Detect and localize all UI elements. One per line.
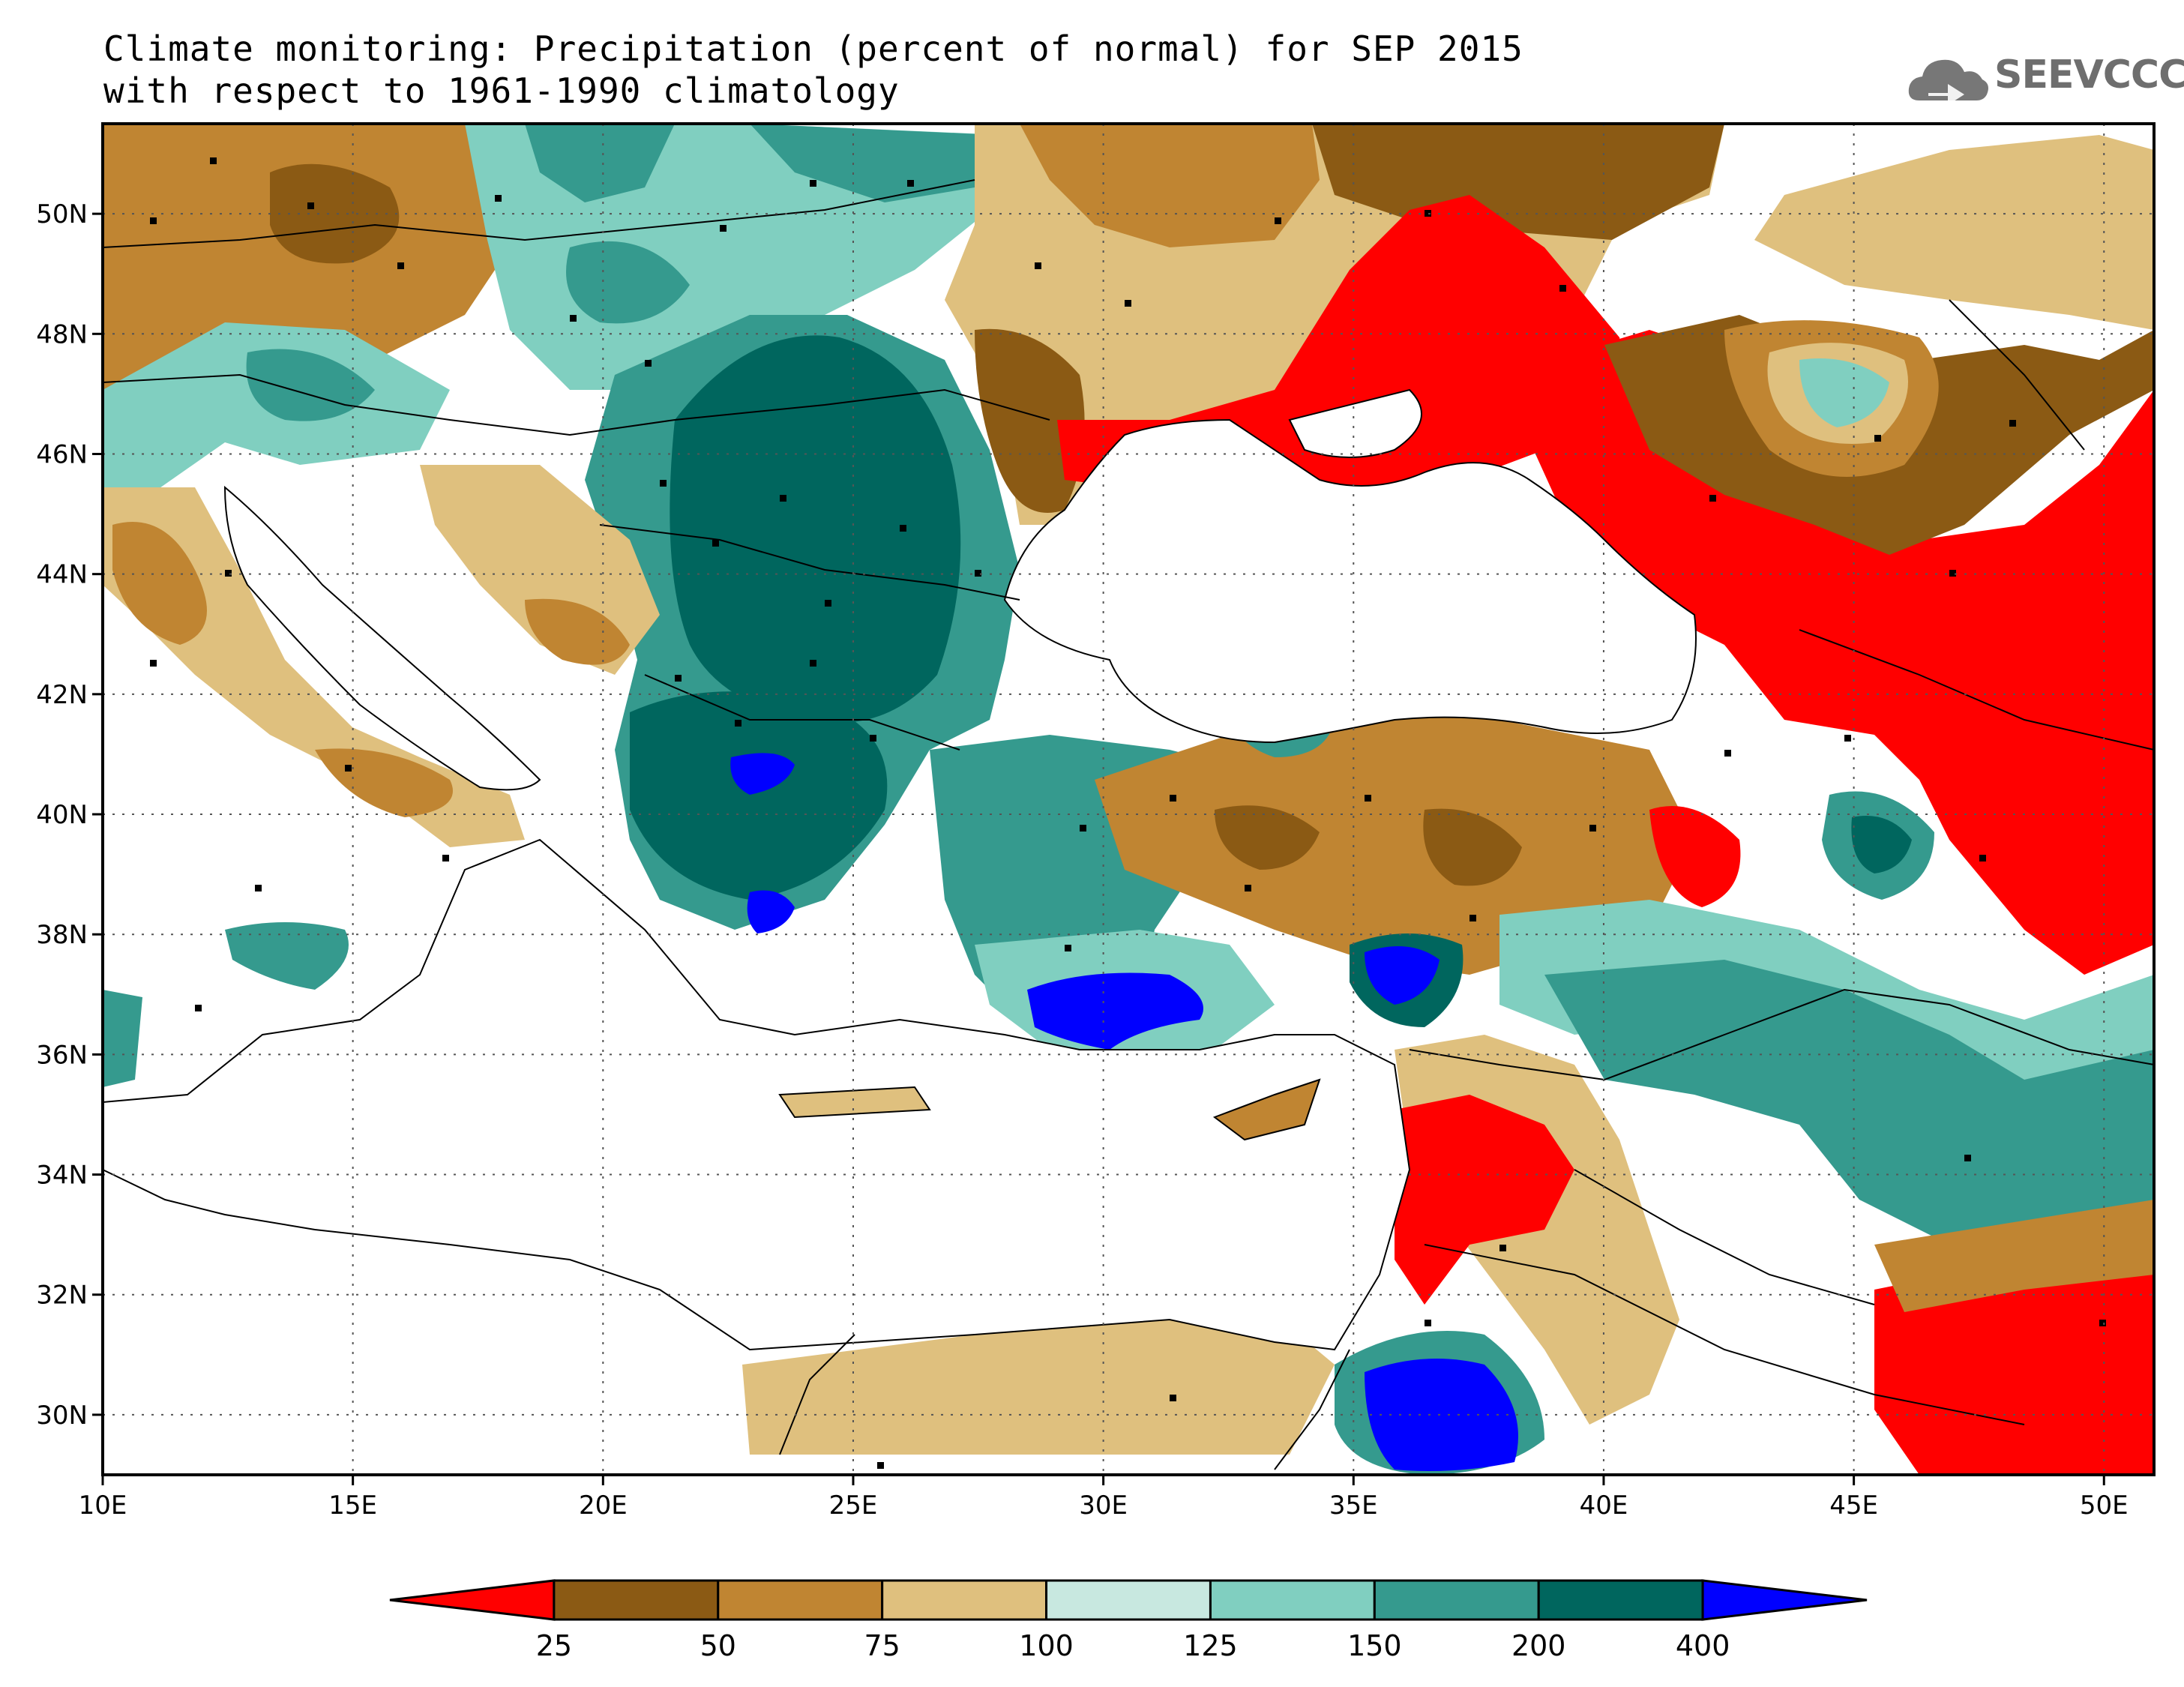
region-iran-south-extreme-dry <box>1874 1260 2154 1475</box>
region-turkey-south-extreme-wet <box>1027 972 1203 1050</box>
map-frame <box>101 122 2156 1476</box>
colorbar-swatch <box>881 1579 1048 1621</box>
black-sea <box>1003 418 1697 744</box>
crete-island <box>778 1086 931 1119</box>
region-egypt-normal <box>742 1320 1335 1455</box>
lon-tick-label: 15E <box>328 1491 377 1521</box>
colorbar-label: 50 <box>700 1629 736 1662</box>
region-czech-very-dry <box>270 163 400 264</box>
lon-tick-label: 10E <box>79 1491 127 1521</box>
axis-ticks: 10E 15E 20E 25E 30E 35E 40E 45E 50E 30N 32N 34N 36N 3… <box>36 199 2128 1521</box>
sea-of-azov <box>1288 388 1422 458</box>
colorbar-label: 200 <box>1511 1629 1566 1662</box>
chart-title-line-1: Climate monitoring: Precipitation (perce… <box>103 28 1523 69</box>
lat-tick-label: 32N <box>36 1281 88 1311</box>
colorbar-label: 75 <box>864 1629 900 1662</box>
colorbar-label: 25 <box>536 1629 572 1662</box>
colorbar-swatch <box>1537 1579 1704 1621</box>
lat-tick-label: 50N <box>36 199 88 229</box>
lat-tick-label: 48N <box>36 319 88 349</box>
lon-tick-label: 40E <box>1580 1491 1628 1521</box>
lon-tick-label: 30E <box>1079 1491 1128 1521</box>
adriatic-sea <box>223 485 541 791</box>
lon-tick-label: 45E <box>1829 1491 1878 1521</box>
lat-tick-label: 30N <box>36 1401 88 1431</box>
region-turkey-central-dry <box>1095 705 1694 975</box>
station-markers <box>150 157 2106 1469</box>
colorbar-swatch <box>1373 1579 1540 1621</box>
region-greece-extreme-wet <box>730 753 795 795</box>
lat-tick-label: 40N <box>36 800 88 830</box>
lat-tick-label: 42N <box>36 680 88 710</box>
region-levant-extreme-dry <box>1395 1095 1574 1305</box>
map-gridlines <box>103 124 2154 1475</box>
region-sinai-extreme-wet <box>1365 1359 1518 1472</box>
sea-areas <box>102 388 1697 1351</box>
lat-tick-label: 44N <box>36 560 88 590</box>
cyprus-island <box>1212 1078 1321 1141</box>
colorbar: 25 50 75 100 125 150 200 400 <box>389 1579 1868 1662</box>
logo-text: SEEVCCC <box>1994 52 2184 97</box>
colorbar-swatch <box>553 1579 720 1621</box>
colorbar-label: 400 <box>1676 1629 1730 1662</box>
lat-tick-label: 46N <box>36 439 88 469</box>
mediterranean-sea <box>102 838 1411 1351</box>
region-iraq-wet <box>1544 960 2154 1275</box>
colorbar-swatch-high <box>1701 1579 1868 1621</box>
lon-tick-label: 35E <box>1329 1491 1378 1521</box>
colorbar-label: 125 <box>1183 1629 1238 1662</box>
chart-title-line-2: with respect to 1961-1990 climatology <box>103 70 900 111</box>
colorbar-swatch <box>1209 1579 1376 1621</box>
lat-tick-label: 36N <box>36 1040 88 1070</box>
region-italy-dry <box>103 487 525 847</box>
colorbar-swatch-low <box>389 1579 556 1621</box>
lon-tick-label: 20E <box>579 1491 628 1521</box>
lat-tick-label: 34N <box>36 1161 88 1191</box>
cloud-icon <box>1908 59 1988 105</box>
colorbar-label: 150 <box>1347 1629 1402 1662</box>
country-borders <box>102 179 2155 1470</box>
colorbar-label: 100 <box>1019 1629 1074 1662</box>
lon-tick-label: 25E <box>829 1491 878 1521</box>
region-caucasus-extreme-dry <box>1499 330 2154 975</box>
colorbar-swatch <box>1045 1579 1212 1621</box>
lat-tick-label: 38N <box>36 920 88 950</box>
lon-tick-label: 50E <box>2080 1491 2129 1521</box>
colorbar-swatch <box>717 1579 884 1621</box>
